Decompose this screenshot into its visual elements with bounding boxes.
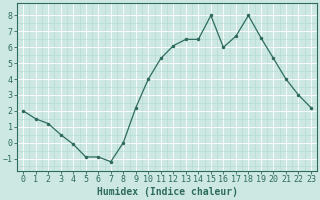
X-axis label: Humidex (Indice chaleur): Humidex (Indice chaleur) (97, 187, 237, 197)
